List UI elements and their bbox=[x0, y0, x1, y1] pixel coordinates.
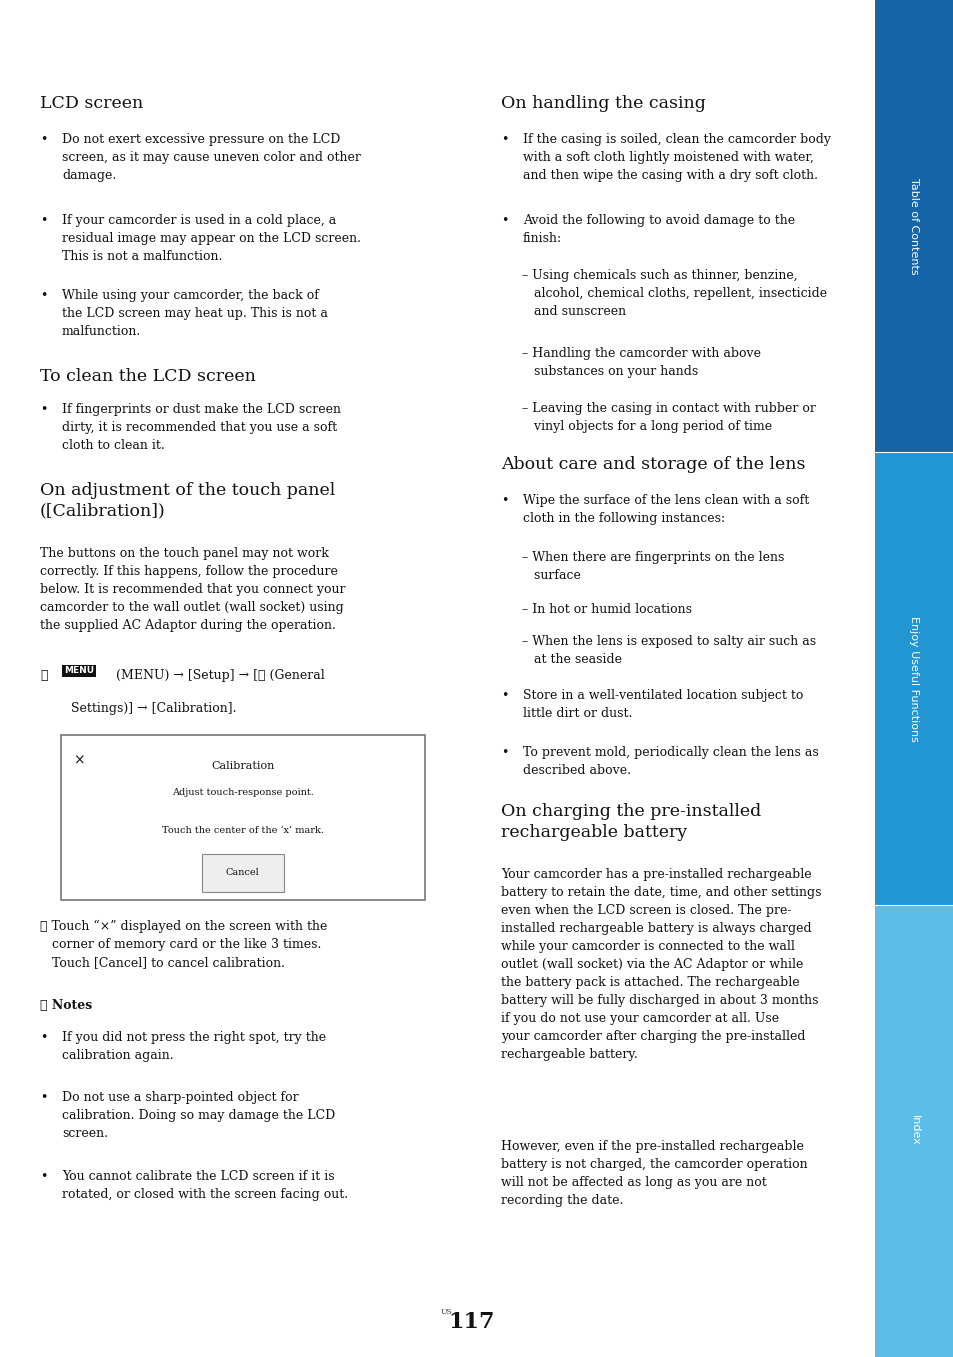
Text: Table of Contents: Table of Contents bbox=[908, 178, 919, 274]
Text: ①: ① bbox=[40, 669, 48, 683]
Text: •: • bbox=[500, 689, 508, 703]
Text: – Using chemicals such as thinner, benzine,
   alcohol, chemical cloths, repelle: – Using chemicals such as thinner, benzi… bbox=[521, 269, 826, 318]
Text: LCD screen: LCD screen bbox=[40, 95, 143, 113]
Text: On adjustment of the touch panel
([Calibration]): On adjustment of the touch panel ([Calib… bbox=[40, 482, 335, 520]
Text: ×: × bbox=[73, 753, 85, 767]
Text: – Handling the camcorder with above
   substances on your hands: – Handling the camcorder with above subs… bbox=[521, 347, 760, 379]
Text: •: • bbox=[40, 289, 48, 303]
FancyBboxPatch shape bbox=[201, 854, 283, 892]
Text: To clean the LCD screen: To clean the LCD screen bbox=[40, 368, 255, 385]
Text: Touch the center of the ‘x’ mark.: Touch the center of the ‘x’ mark. bbox=[162, 826, 323, 836]
Text: Settings)] → [Calibration].: Settings)] → [Calibration]. bbox=[71, 702, 235, 715]
Text: Cancel: Cancel bbox=[226, 868, 259, 877]
Text: 117: 117 bbox=[448, 1311, 495, 1333]
Text: Avoid the following to avoid damage to the
finish:: Avoid the following to avoid damage to t… bbox=[522, 214, 794, 246]
Text: – When there are fingerprints on the lens
   surface: – When there are fingerprints on the len… bbox=[521, 551, 783, 582]
Bar bbox=[874, 905, 953, 1357]
Text: About care and storage of the lens: About care and storage of the lens bbox=[500, 456, 804, 474]
Text: Do not exert excessive pressure on the LCD
screen, as it may cause uneven color : Do not exert excessive pressure on the L… bbox=[62, 133, 360, 182]
Text: However, even if the pre-installed rechargeable
battery is not charged, the camc: However, even if the pre-installed recha… bbox=[500, 1140, 806, 1206]
Text: Enjoy Useful Functions: Enjoy Useful Functions bbox=[908, 616, 919, 741]
Text: On charging the pre-installed
rechargeable battery: On charging the pre-installed rechargeab… bbox=[500, 803, 760, 841]
Text: MENU: MENU bbox=[64, 666, 94, 676]
Text: The buttons on the touch panel may not work
correctly. If this happens, follow t: The buttons on the touch panel may not w… bbox=[40, 547, 345, 632]
Text: – In hot or humid locations: – In hot or humid locations bbox=[521, 603, 691, 616]
Text: •: • bbox=[40, 133, 48, 147]
Text: Store in a well-ventilated location subject to
little dirt or dust.: Store in a well-ventilated location subj… bbox=[522, 689, 802, 721]
Text: If fingerprints or dust make the LCD screen
dirty, it is recommended that you us: If fingerprints or dust make the LCD scr… bbox=[62, 403, 340, 452]
Text: •: • bbox=[40, 403, 48, 417]
Text: If the casing is soiled, clean the camcorder body
with a soft cloth lightly mois: If the casing is soiled, clean the camco… bbox=[522, 133, 830, 182]
Text: •: • bbox=[500, 133, 508, 147]
Text: •: • bbox=[500, 494, 508, 508]
Text: •: • bbox=[500, 214, 508, 228]
Text: •: • bbox=[40, 1091, 48, 1105]
Text: If you did not press the right spot, try the
calibration again.: If you did not press the right spot, try… bbox=[62, 1031, 326, 1063]
Text: To prevent mold, periodically clean the lens as
described above.: To prevent mold, periodically clean the … bbox=[522, 746, 818, 778]
Text: ② Touch “×” displayed on the screen with the
   corner of memory card or the lik: ② Touch “×” displayed on the screen with… bbox=[40, 920, 327, 969]
Text: Do not use a sharp-pointed object for
calibration. Doing so may damage the LCD
s: Do not use a sharp-pointed object for ca… bbox=[62, 1091, 335, 1140]
Bar bbox=[874, 0, 953, 452]
Text: On handling the casing: On handling the casing bbox=[500, 95, 705, 113]
Text: Your camcorder has a pre-installed rechargeable
battery to retain the date, time: Your camcorder has a pre-installed recha… bbox=[500, 868, 821, 1061]
Bar bbox=[874, 452, 953, 905]
Text: •: • bbox=[500, 746, 508, 760]
FancyBboxPatch shape bbox=[61, 735, 424, 900]
Text: – When the lens is exposed to salty air such as
   at the seaside: – When the lens is exposed to salty air … bbox=[521, 635, 815, 666]
Text: Wipe the surface of the lens clean with a soft
cloth in the following instances:: Wipe the surface of the lens clean with … bbox=[522, 494, 808, 525]
Text: Calibration: Calibration bbox=[211, 761, 274, 771]
Text: •: • bbox=[40, 1031, 48, 1045]
Text: (MENU) → [Setup] → [⚒ (General: (MENU) → [Setup] → [⚒ (General bbox=[116, 669, 325, 683]
Text: US: US bbox=[440, 1308, 452, 1316]
Text: ⚡ Notes: ⚡ Notes bbox=[40, 999, 92, 1012]
Text: Index: Index bbox=[908, 1115, 919, 1147]
Text: •: • bbox=[40, 1170, 48, 1183]
Text: Adjust touch-response point.: Adjust touch-response point. bbox=[172, 788, 314, 798]
Text: You cannot calibrate the LCD screen if it is
rotated, or closed with the screen : You cannot calibrate the LCD screen if i… bbox=[62, 1170, 348, 1201]
Text: •: • bbox=[40, 214, 48, 228]
Text: If your camcorder is used in a cold place, a
residual image may appear on the LC: If your camcorder is used in a cold plac… bbox=[62, 214, 360, 263]
Text: – Leaving the casing in contact with rubber or
   vinyl objects for a long perio: – Leaving the casing in contact with rub… bbox=[521, 402, 815, 433]
Text: While using your camcorder, the back of
the LCD screen may heat up. This is not : While using your camcorder, the back of … bbox=[62, 289, 328, 338]
